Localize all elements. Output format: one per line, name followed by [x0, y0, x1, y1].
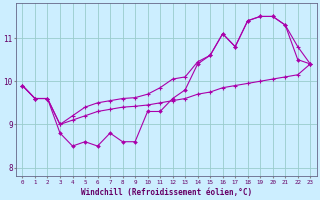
X-axis label: Windchill (Refroidissement éolien,°C): Windchill (Refroidissement éolien,°C) [81, 188, 252, 197]
